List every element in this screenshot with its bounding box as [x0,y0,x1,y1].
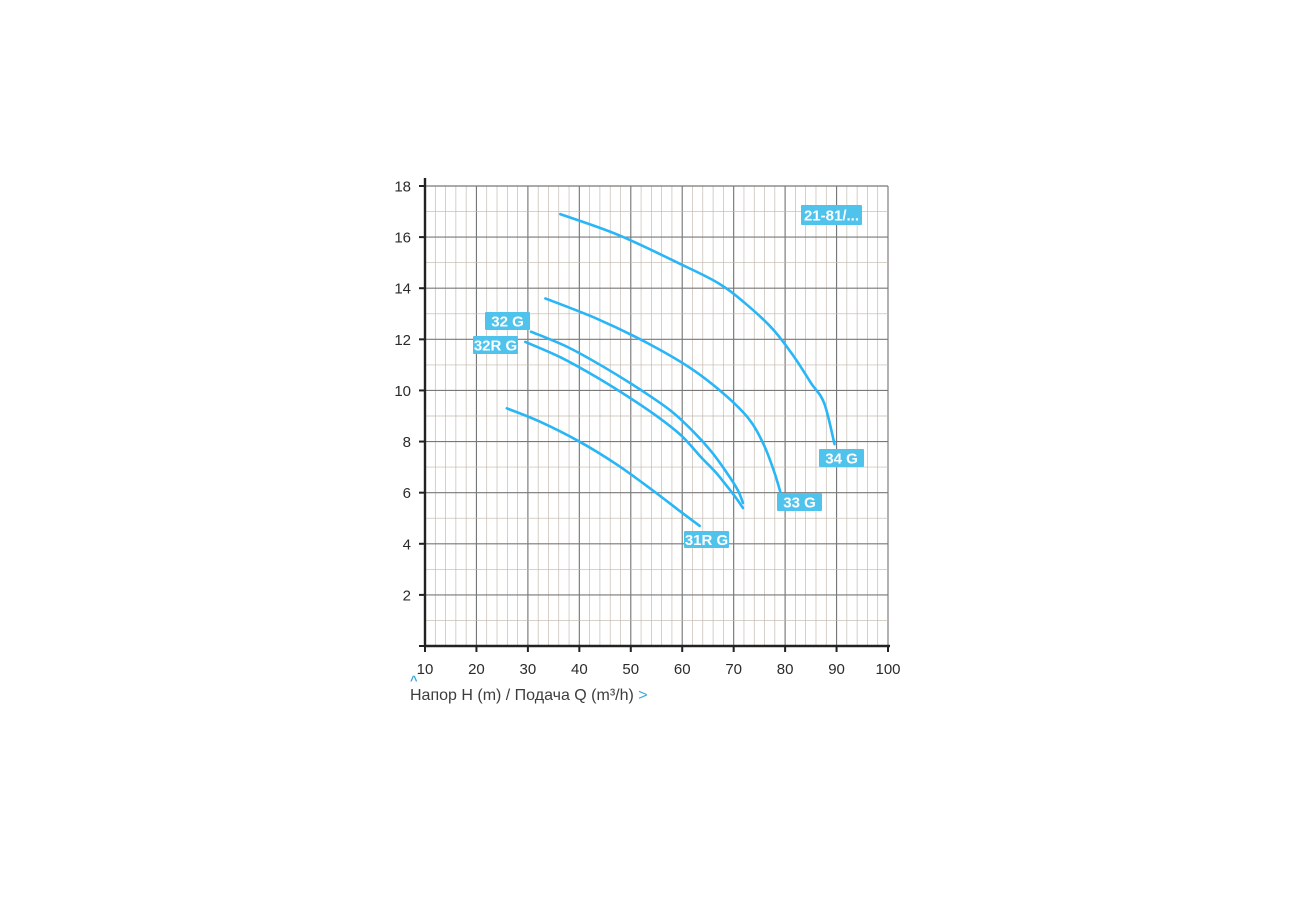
svg-text:50: 50 [622,661,639,678]
svg-text:10: 10 [417,661,434,678]
svg-text:90: 90 [828,661,845,678]
svg-text:33 G: 33 G [783,495,816,512]
svg-text:6: 6 [403,485,411,502]
svg-text:2: 2 [403,587,411,604]
svg-text:30: 30 [520,661,537,678]
svg-text:34 G: 34 G [825,451,858,468]
svg-text:80: 80 [777,661,794,678]
svg-text:18: 18 [394,179,411,196]
svg-text:12: 12 [394,332,411,349]
svg-text:40: 40 [571,661,588,678]
svg-text:14: 14 [394,281,411,298]
svg-text:32R G: 32R G [474,338,517,355]
svg-text:60: 60 [674,661,691,678]
svg-text:20: 20 [468,661,485,678]
svg-text:10: 10 [394,383,411,400]
svg-text:4: 4 [403,536,411,553]
svg-text:21-81/...: 21-81/... [804,208,859,225]
svg-text:31R G: 31R G [685,532,728,549]
svg-text:16: 16 [394,230,411,247]
svg-text:100: 100 [875,661,900,678]
svg-text:70: 70 [725,661,742,678]
svg-text:8: 8 [403,434,411,451]
svg-text:32 G: 32 G [491,314,524,331]
